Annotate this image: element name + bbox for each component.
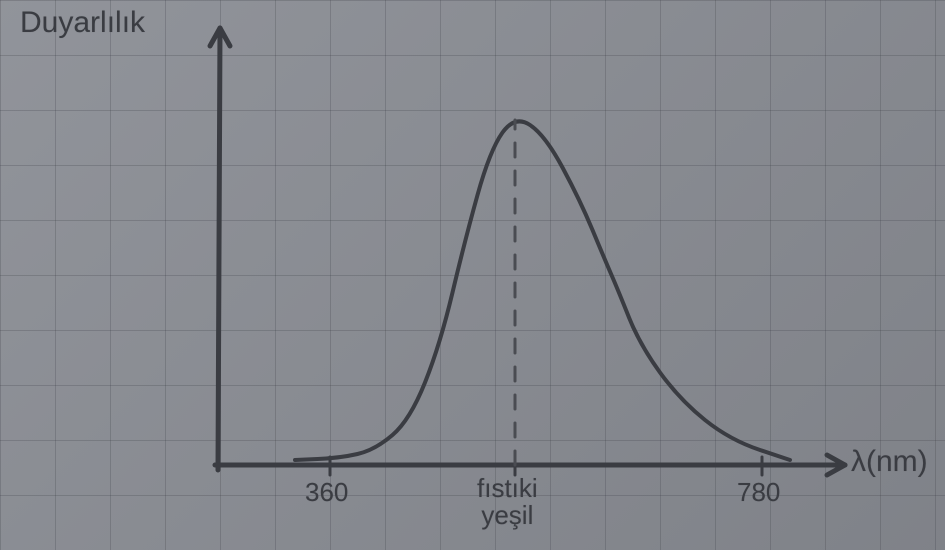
sensitivity-chart	[0, 0, 945, 550]
sensitivity-curve	[295, 121, 790, 460]
x-tick-label-1: 780	[737, 477, 780, 508]
x-tick-label-0: 360	[305, 477, 348, 508]
y-axis-label: Duyarlılık	[20, 6, 145, 40]
x-axis-label: λ(nm)	[851, 445, 928, 479]
axes-group	[210, 28, 845, 475]
x-tick-label-peak: fıstıkiyeşil	[477, 475, 538, 530]
